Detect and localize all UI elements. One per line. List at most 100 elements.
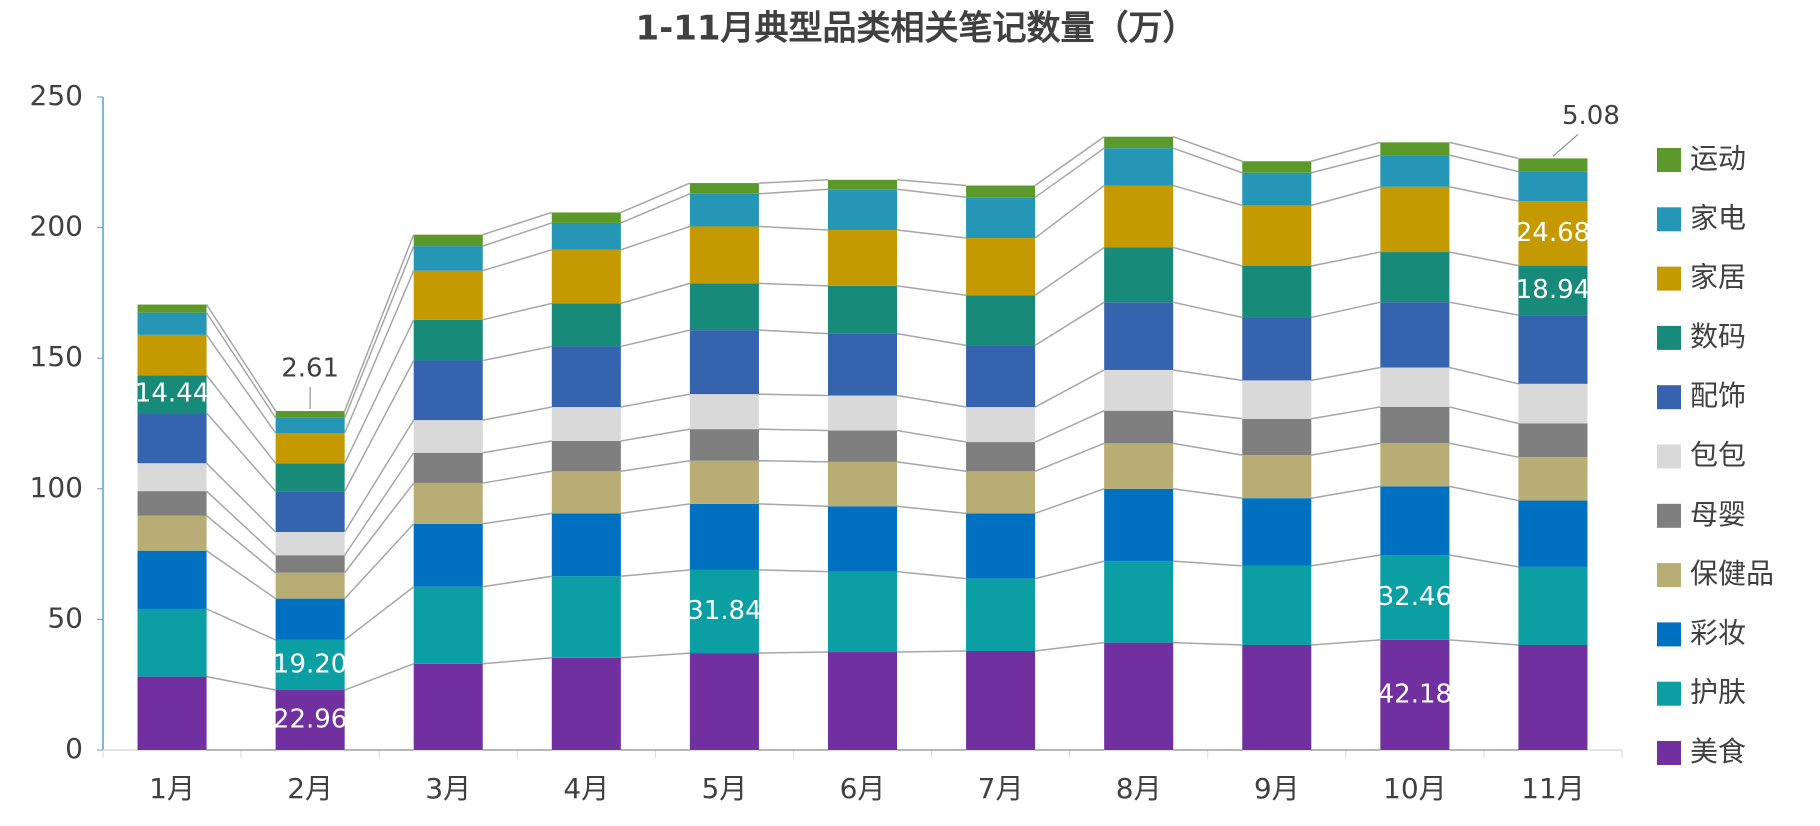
connector-line (1034, 560, 1105, 580)
bar-segment (1242, 644, 1312, 750)
data-label: 42.18 (1378, 679, 1452, 709)
connector-line (620, 569, 690, 578)
connector-line (1173, 301, 1243, 319)
connector-line (620, 428, 691, 442)
legend-label: 保健品 (1690, 557, 1774, 590)
connector-line (482, 470, 552, 484)
bar-segment (966, 471, 1036, 514)
connector-line (1172, 147, 1243, 174)
bar-segment (689, 429, 759, 461)
bar-segment (689, 183, 759, 194)
connector-line (620, 460, 690, 473)
legend-label: 家电 (1690, 201, 1746, 234)
data-label: 18.94 (1516, 275, 1590, 305)
connector-line (620, 503, 690, 515)
bar-segment (1380, 155, 1450, 187)
connector-line (1311, 442, 1381, 456)
connector-line (758, 179, 829, 184)
bar-segment (551, 513, 621, 577)
x-tick-label: 9月 (1254, 772, 1300, 805)
connector-line (758, 329, 829, 335)
connector-line (1311, 154, 1381, 174)
bar-segment (1380, 367, 1450, 407)
bar-segment (413, 483, 483, 524)
connector-line (1173, 488, 1243, 499)
connector-line (1173, 442, 1243, 456)
connector-line (344, 482, 415, 574)
connector-line (482, 302, 552, 321)
bar-segment (827, 189, 898, 230)
bar-segment (275, 598, 345, 640)
bar-segment (1104, 185, 1174, 248)
bar-segment (827, 652, 898, 750)
bar-segment (1380, 186, 1450, 253)
bar-segment (827, 229, 898, 286)
bar-segment (275, 463, 345, 492)
connector-line (896, 229, 967, 239)
bar-segment (966, 345, 1036, 408)
bar-segment (1518, 566, 1588, 645)
connector-line (343, 360, 415, 492)
bar-segment (1518, 644, 1588, 750)
bar-segment (966, 197, 1036, 239)
bar-segment (827, 430, 898, 462)
connector-line (1449, 154, 1519, 173)
x-tick-label: 3月 (425, 772, 471, 805)
y-tick-label: 150 (30, 340, 83, 373)
bar-segment (1380, 252, 1450, 303)
connector-line (1311, 485, 1381, 499)
connector-line (758, 569, 828, 573)
bar-segment (1242, 498, 1312, 566)
connector-line (1449, 251, 1519, 267)
connector-line (1311, 141, 1381, 162)
connector-line (482, 657, 552, 665)
bar-segment (1242, 317, 1312, 381)
bar-segment (1380, 443, 1450, 487)
x-tick-label: 8月 (1116, 772, 1162, 805)
bar-segment (551, 346, 621, 408)
bar-segment (137, 413, 207, 464)
bar-segment (1518, 423, 1588, 458)
bar-segment (966, 295, 1036, 346)
connector-line (896, 505, 967, 515)
connector-line (482, 406, 552, 421)
bar-segment (1518, 457, 1588, 501)
connector-line (206, 490, 277, 556)
bar-segment (1104, 561, 1174, 643)
bar-segment (689, 569, 759, 654)
bar-segment (827, 285, 898, 334)
bar-segment (275, 433, 345, 464)
bar-segment (1380, 555, 1450, 640)
connector-line (206, 608, 276, 641)
bar-segment (1104, 148, 1174, 186)
bar-segment (275, 639, 345, 691)
bar-segment (551, 303, 621, 347)
connector-line (1034, 369, 1105, 408)
connector-line (620, 329, 691, 348)
bar-segment (1242, 172, 1312, 206)
bar-segment (1104, 369, 1174, 411)
bar-segment (1104, 247, 1174, 303)
bar-segment (1104, 642, 1174, 750)
legend-label: 包包 (1690, 439, 1746, 472)
connector-line (482, 575, 552, 588)
bar-segment (1104, 136, 1174, 149)
connector-line (1173, 369, 1243, 382)
bar-segment (551, 249, 621, 304)
connector-line (482, 249, 553, 272)
y-tick-label: 250 (30, 79, 83, 112)
connector-line (206, 675, 276, 691)
connector-line (206, 515, 277, 574)
x-tick-label: 10月 (1383, 772, 1447, 805)
connector-line (1173, 246, 1243, 267)
connector-line (1034, 147, 1105, 198)
bar-segment (827, 179, 898, 190)
bar-segment (413, 319, 483, 361)
y-tick-label: 50 (47, 601, 83, 634)
data-label: 22.96 (273, 705, 347, 735)
bar-segment (137, 550, 207, 609)
connector-line (896, 429, 967, 443)
connector-line (482, 211, 553, 236)
bar-segment (1104, 410, 1174, 444)
data-label: 19.20 (273, 649, 347, 679)
